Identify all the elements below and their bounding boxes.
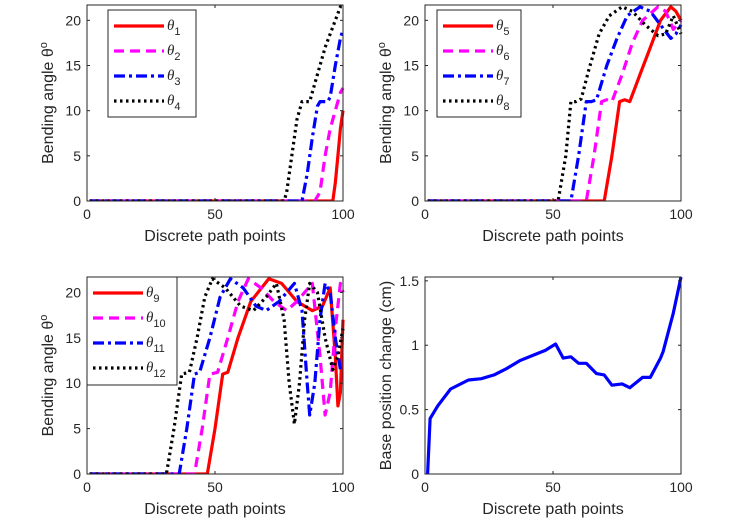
y-tick-label: 0	[73, 193, 81, 209]
y-tick-label: 0	[411, 466, 419, 482]
x-tick-label: 50	[207, 479, 223, 495]
series-line-theta-9	[89, 277, 345, 474]
subplot-4: 0 50 100 0 0.5 1 1.5 Discrete path points Base p…	[378, 273, 693, 518]
y-tick-label: 1.5	[400, 273, 420, 289]
y-tick-label: 5	[411, 148, 419, 164]
x-tick-label: 50	[207, 206, 223, 222]
legend-label: θ10	[146, 310, 166, 330]
x-tick-label: 0	[83, 479, 91, 495]
series-line-base-position	[426, 276, 683, 474]
y-axis-label: Base position change (cm)	[378, 281, 395, 470]
y-axis-label: Bending angle θo	[376, 42, 395, 164]
x-axis-label: Discrete path points	[144, 228, 285, 245]
y-tick-label: 20	[65, 12, 81, 28]
y-tick-label: 15	[403, 58, 419, 74]
y-axis-label: Bending angle θo	[38, 42, 57, 164]
series-line-theta-1	[89, 110, 345, 201]
legend-label: θ12	[146, 360, 166, 380]
x-axis-label: Discrete path points	[482, 228, 623, 245]
subplot-2: 0 50 100 0 5 10 15 20 Discrete path points Bendin…	[376, 4, 693, 245]
y-tick-label: 0.5	[400, 402, 420, 418]
series-line-theta-2	[89, 87, 345, 201]
legend-box	[107, 9, 197, 118]
y-tick-label: 10	[403, 103, 419, 119]
y-tick-label: 0	[73, 466, 81, 482]
legend-label: θ1	[167, 18, 181, 38]
y-tick-label: 20	[403, 12, 419, 28]
legend-label: θ8	[496, 93, 510, 113]
y-tick-label: 10	[65, 375, 81, 391]
legend-label: θ11	[146, 335, 165, 355]
x-tick-label: 0	[83, 206, 91, 222]
x-tick-label: 50	[545, 206, 561, 222]
x-tick-label: 50	[545, 479, 561, 495]
series-line-theta-6	[427, 5, 683, 201]
x-tick-label: 0	[421, 479, 429, 495]
y-tick-label: 1	[411, 337, 419, 353]
series-line-theta-12	[89, 277, 345, 474]
series-line-theta-3	[89, 28, 345, 201]
subplot-1: 0 50 100 0 5 10 15 20 Discrete path points Bendin…	[38, 4, 355, 245]
series-line-theta-4	[89, 5, 343, 201]
y-tick-label: 20	[65, 284, 81, 300]
x-tick-label: 100	[331, 479, 355, 495]
x-tick-label: 0	[421, 206, 429, 222]
legend-label: θ4	[167, 93, 181, 113]
legend-label: θ7	[496, 68, 510, 88]
y-tick-label: 15	[65, 330, 81, 346]
y-tick-label: 5	[73, 148, 81, 164]
x-axis-label: Discrete path points	[144, 501, 285, 518]
x-tick-label: 100	[669, 206, 693, 222]
legend-box	[86, 276, 178, 386]
series-line-theta-5	[427, 5, 683, 201]
legend: θ5 θ6 θ7 θ8	[436, 9, 522, 118]
legend-box	[436, 9, 522, 118]
x-tick-label: 100	[669, 479, 693, 495]
legend-label: θ3	[167, 68, 181, 88]
y-tick-label: 10	[65, 103, 81, 119]
series-line-theta-11	[89, 277, 342, 474]
y-tick-label: 0	[411, 193, 419, 209]
legend-label: θ6	[496, 43, 510, 63]
legend: θ1 θ2 θ3 θ4	[107, 9, 197, 118]
legend: θ9 θ10 θ11 θ12	[86, 276, 178, 386]
y-tick-label: 5	[73, 421, 81, 437]
legend-label: θ2	[167, 43, 181, 63]
legend-label: θ9	[146, 285, 160, 305]
legend-label: θ5	[496, 18, 510, 38]
x-axis-label: Discrete path points	[482, 501, 623, 518]
series-line-theta-7	[427, 5, 683, 201]
y-axis-label: Bending angle θo	[38, 315, 57, 437]
plot-area	[425, 277, 681, 474]
series-line-theta-8	[427, 5, 683, 201]
y-tick-label: 15	[65, 58, 81, 74]
subplot-3: 0 50 100 0 5 10 15 20 Discrete path points Bendin…	[38, 276, 355, 518]
x-tick-label: 100	[331, 206, 355, 222]
